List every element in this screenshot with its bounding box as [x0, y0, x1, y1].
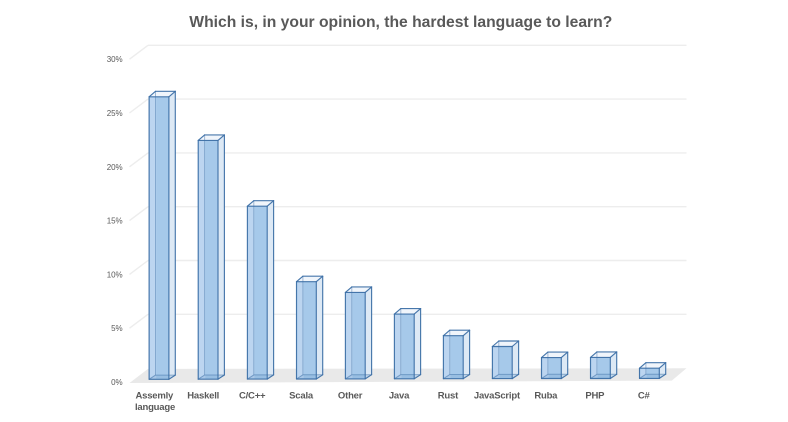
- svg-text:20%: 20%: [107, 163, 123, 172]
- svg-text:5%: 5%: [111, 324, 122, 333]
- svg-text:C/C++: C/C++: [239, 391, 266, 402]
- svg-text:Java: Java: [389, 391, 410, 402]
- svg-text:language: language: [135, 402, 175, 413]
- svg-text:Other: Other: [338, 391, 363, 402]
- svg-text:Assemly: Assemly: [135, 391, 174, 402]
- svg-text:Haskell: Haskell: [187, 391, 219, 402]
- svg-text:30%: 30%: [107, 55, 123, 64]
- svg-text:Scala: Scala: [289, 391, 314, 402]
- svg-text:15%: 15%: [107, 217, 123, 226]
- svg-text:10%: 10%: [107, 270, 123, 279]
- svg-text:JavaScript: JavaScript: [474, 391, 521, 402]
- svg-text:25%: 25%: [107, 109, 123, 118]
- svg-text:Which is, in your opinion, the: Which is, in your opinion, the hardest l…: [189, 14, 612, 31]
- svg-text:Ruba: Ruba: [534, 391, 558, 402]
- svg-text:PHP: PHP: [585, 391, 605, 402]
- svg-text:Rust: Rust: [438, 391, 459, 402]
- svg-text:0%: 0%: [111, 378, 122, 387]
- svg-text:C#: C#: [638, 391, 651, 402]
